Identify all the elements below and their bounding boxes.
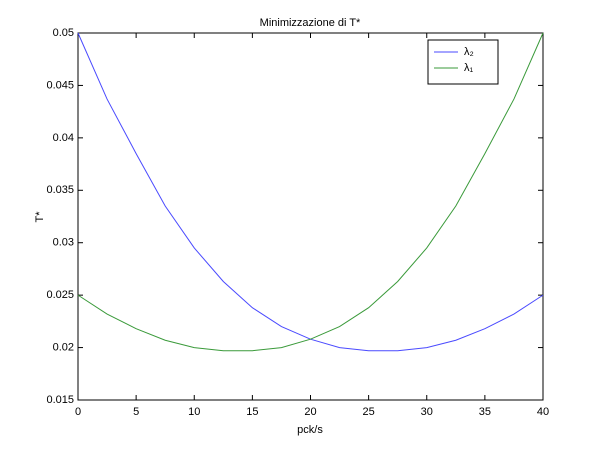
y-tick-label: 0.035 [46,184,74,196]
y-tick-label: 0.015 [46,394,74,406]
x-tick-label: 20 [304,406,316,418]
x-tick-label: 0 [75,406,81,418]
x-tick-label: 35 [479,406,491,418]
x-tick-label: 5 [133,406,139,418]
y-tick-label: 0.05 [53,27,74,39]
x-tick-label: 25 [363,406,375,418]
x-tick-label: 40 [537,406,549,418]
y-tick-label: 0.02 [53,341,74,353]
series-line [77,32,544,352]
legend-label: λ₂ [464,46,474,58]
y-axis-label: T* [34,211,46,223]
y-tick-label: 0.045 [46,79,74,91]
x-tick-label: 10 [188,406,200,418]
y-tick-label: 0.025 [46,289,74,301]
legend-label: λ₁ [464,62,474,74]
x-tick-label: 15 [246,406,258,418]
y-tick-label: 0.04 [53,132,74,144]
x-tick-label: 30 [421,406,433,418]
y-tick-label: 0.03 [53,237,74,249]
chart-title: Minimizzazione di T* [260,17,361,29]
x-axis-label: pck/s [297,424,323,436]
legend-box [427,39,499,85]
